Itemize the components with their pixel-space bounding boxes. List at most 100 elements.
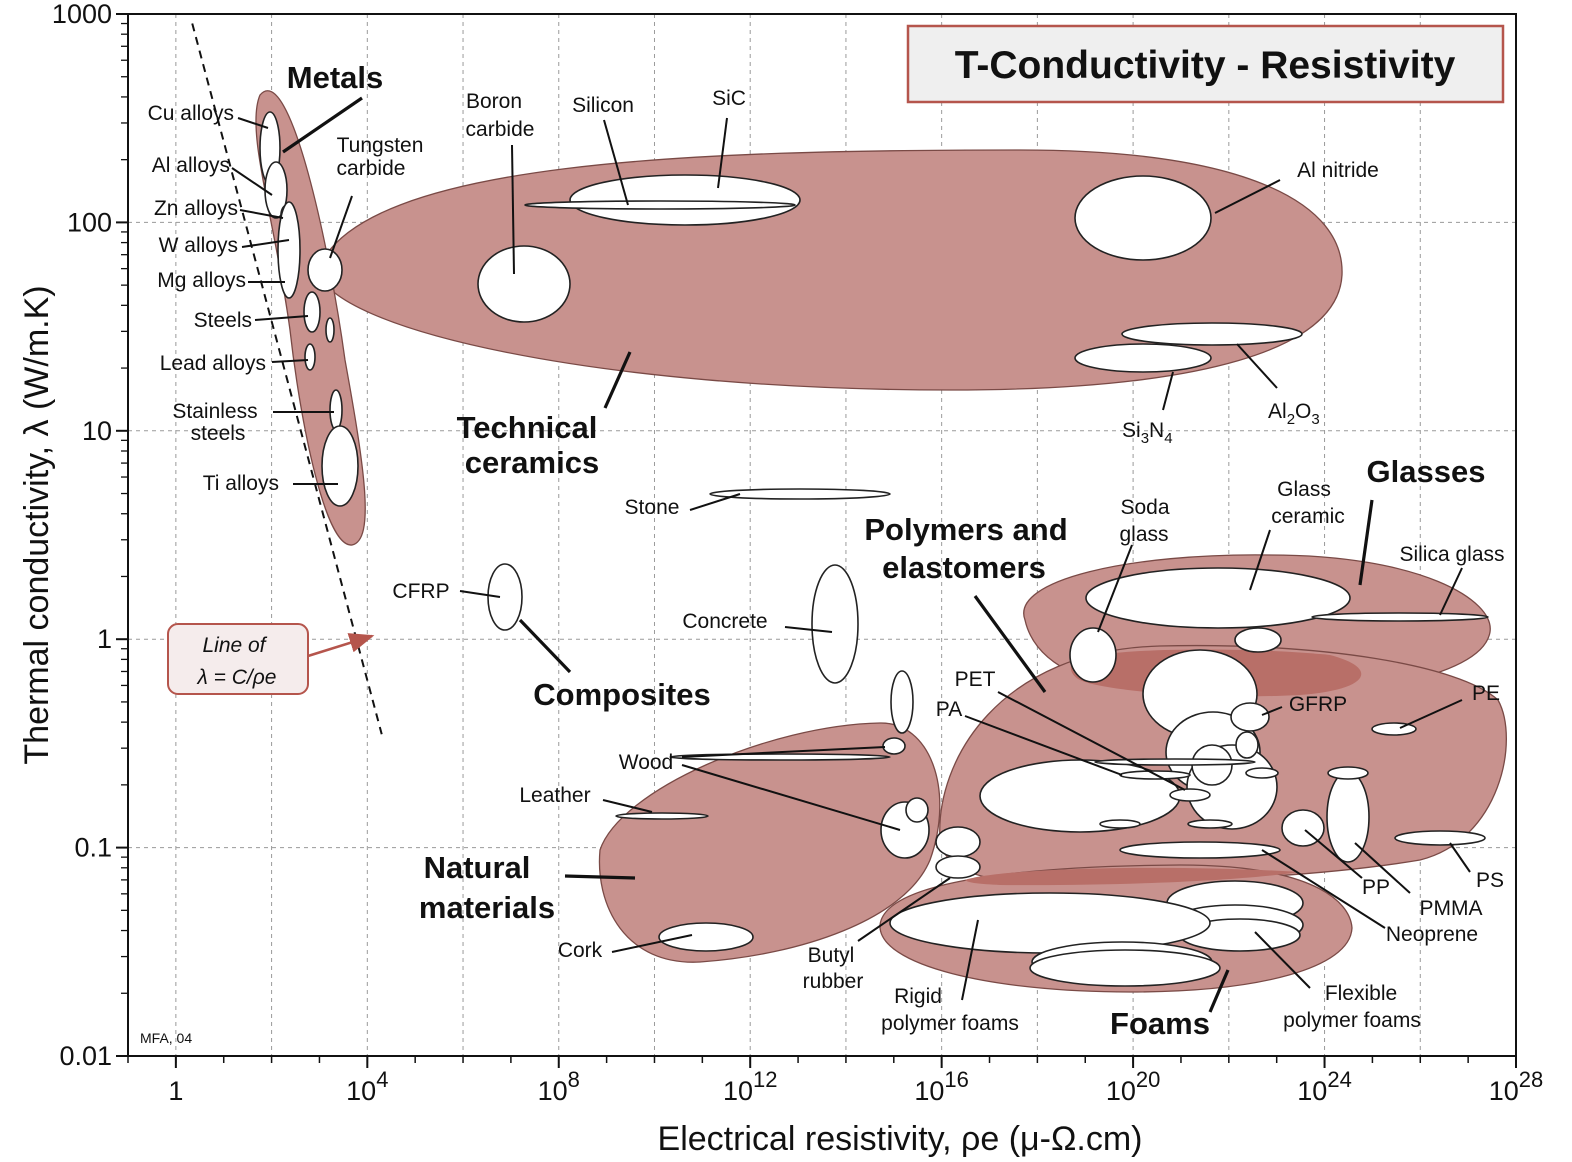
x-tick-label: 108 <box>538 1067 580 1106</box>
x-tick-label: 1028 <box>1489 1067 1544 1106</box>
label-steels: Steels <box>194 309 252 332</box>
material-lead-alloys <box>304 343 316 371</box>
material-silicon <box>524 200 796 210</box>
family-label-polymers-2: elastomers <box>882 550 1046 585</box>
y-tick-label: 0.01 <box>59 1041 112 1071</box>
label-w-alloys: W alloys <box>159 234 238 257</box>
label-tungsten-carbide-2: carbide <box>337 157 406 180</box>
x-gridlines <box>175 14 1421 1056</box>
x-tick-label: 1020 <box>1106 1067 1161 1106</box>
family-label-composites: Composites <box>533 677 710 712</box>
y-tick-label: 1000 <box>52 0 112 29</box>
label-tungsten-carbide-1: Tungsten <box>337 134 424 157</box>
material-ti-alloys <box>321 425 359 507</box>
material-cfrp <box>487 563 523 631</box>
x-tick-label: 1 <box>168 1076 183 1106</box>
label-sic: SiC <box>712 87 746 110</box>
material-natural-small <box>890 670 914 734</box>
material-glass-small <box>1234 627 1282 653</box>
family-label-metals: Metals <box>287 60 383 95</box>
y-axis-ticks: 1000 100 10 1 0.1 0.01 <box>52 0 128 1071</box>
family-label-ceramics-1: Technical <box>457 410 598 445</box>
label-lead-alloys: Lead alloys <box>160 352 266 375</box>
label-leather: Leather <box>519 784 590 807</box>
label-pet: PET <box>955 668 996 691</box>
material-si3n4 <box>1074 343 1212 373</box>
material-wood-dot <box>905 797 929 823</box>
material-tungsten-carbide <box>307 248 343 292</box>
material-pmma-cap <box>1327 766 1369 780</box>
label-glass-ceramic-2: ceramic <box>1271 505 1345 528</box>
material-polymer-small2 <box>1169 788 1211 802</box>
material-rigid-foams-c <box>1029 949 1221 987</box>
label-rigid-foams-2: polymer foams <box>881 1012 1019 1035</box>
label-al2o3: Al2O3 <box>1268 400 1320 428</box>
label-boron-carbide-1: Boron <box>466 90 522 113</box>
label-rigid-foams-1: Rigid <box>894 985 942 1008</box>
label-pe: PE <box>1472 682 1500 705</box>
label-gfrp: GFRP <box>1289 693 1347 716</box>
label-pp: PP <box>1362 876 1390 899</box>
material-polymer-small1 <box>1235 731 1259 759</box>
material-sic <box>569 174 801 226</box>
label-boron-carbide-2: carbide <box>466 118 535 141</box>
material-pmma <box>1326 771 1370 863</box>
material-butyl-rubber-b <box>935 855 981 879</box>
guide-label-line1: Line of <box>202 634 267 657</box>
label-flexible-foams-2: polymer foams <box>1283 1009 1421 1032</box>
family-label-glasses: Glasses <box>1367 454 1486 489</box>
material-al2o3 <box>1121 322 1303 346</box>
material-small-metal <box>325 317 335 343</box>
material-stone <box>709 488 891 500</box>
material-concrete <box>811 564 859 684</box>
x-axis-title: Electrical resistivity, ρe (μ-Ω.cm) <box>658 1120 1143 1158</box>
label-butyl-rubber-2: rubber <box>803 970 864 993</box>
material-butyl-rubber-a <box>935 826 981 858</box>
family-leader-lines <box>282 96 1374 1013</box>
label-pa: PA <box>936 698 962 721</box>
x-tick-label: 1016 <box>914 1067 969 1106</box>
label-zn-alloys: Zn alloys <box>154 197 238 220</box>
material-mg-alloys <box>277 201 301 299</box>
label-flexible-foams-1: Flexible <box>1325 982 1397 1005</box>
label-cork: Cork <box>558 939 603 962</box>
x-tick-label: 1012 <box>723 1067 778 1106</box>
material-leather <box>615 812 709 820</box>
label-mg-alloys: Mg alloys <box>157 269 246 292</box>
x-tick-label: 104 <box>346 1067 388 1106</box>
label-al-alloys: Al alloys <box>152 154 230 177</box>
y-axis-title: Thermal conductivity, λ (W/m.K) <box>18 285 56 764</box>
credit-label: MFA, 04 <box>140 1030 192 1046</box>
material-ps <box>1394 830 1486 846</box>
label-glass-ceramic-1: Glass <box>1277 478 1331 501</box>
label-soda-glass-1: Soda <box>1120 496 1169 519</box>
label-stainless-steels-2: steels <box>191 422 246 445</box>
label-ti-alloys: Ti alloys <box>203 472 279 495</box>
x-tick-label: 1024 <box>1297 1067 1352 1106</box>
family-label-natural-2: materials <box>419 890 555 925</box>
envelope-natural-materials <box>598 722 941 963</box>
x-axis-ticks: 1 104 108 1012 1016 1020 1024 1028 <box>127 1056 1544 1106</box>
label-wood: Wood <box>619 751 673 774</box>
y-tick-label: 10 <box>82 416 112 446</box>
family-labels: Metals Technical ceramics Composites Nat… <box>287 60 1486 1041</box>
plot-frame <box>127 13 1517 1057</box>
family-label-ceramics-2: ceramics <box>465 445 599 480</box>
label-silicon: Silicon <box>572 94 634 117</box>
label-pmma: PMMA <box>1420 897 1483 920</box>
material-soda-glass <box>1069 627 1117 683</box>
y-tick-label: 100 <box>67 207 112 237</box>
material-polymer-small4 <box>1099 819 1141 829</box>
material-wood-thin <box>669 753 891 761</box>
leader-lines <box>231 117 1471 1001</box>
family-label-foams: Foams <box>1110 1006 1210 1041</box>
label-stainless-steels-1: Stainless <box>172 400 257 423</box>
material-labels: Cu alloys Al alloys Zn alloys W alloys M… <box>148 87 1505 1035</box>
family-label-natural-1: Natural <box>424 850 531 885</box>
guide-label-line2: λ = C/ρe <box>197 666 277 689</box>
material-polymer-small3 <box>1187 819 1233 829</box>
label-stone: Stone <box>625 496 680 519</box>
label-soda-glass-2: glass <box>1119 523 1168 546</box>
guide-label-box <box>167 623 309 695</box>
